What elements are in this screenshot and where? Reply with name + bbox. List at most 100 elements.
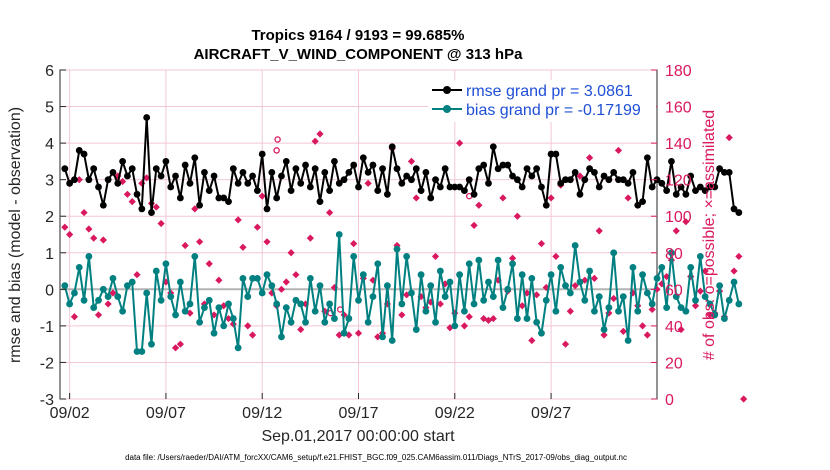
rmse-point [624,179,632,187]
y-right-tick-label: 20 [665,355,683,372]
rmse-point [581,176,589,184]
obs-count-marker [740,395,748,403]
obs-count-marker [610,294,618,303]
bias-point [436,267,444,275]
rmse-point [441,165,449,173]
rmse-point [730,205,738,213]
bias-point [229,315,237,322]
rmse-point [95,183,102,191]
bias-point [157,296,165,304]
bias-point [148,340,155,348]
bias-point [335,231,343,238]
bias-point [99,285,107,293]
obs-count-marker [605,309,613,317]
rmse-point [316,198,324,206]
bias-point [104,293,112,301]
bias-point [730,278,738,286]
obs-count-marker [701,267,709,275]
bias-point [619,293,627,301]
bias-point [369,293,377,301]
rmse-point [398,179,406,187]
bias-point [417,271,425,279]
rmse-point [600,172,608,180]
bias-point [220,322,228,330]
y-tick-label: 3 [45,173,54,190]
rmse-point [557,179,565,187]
y-tick-label: 5 [45,100,54,117]
rmse-point [90,165,98,173]
rmse-point [619,176,627,184]
obs-count-marker [398,311,406,319]
rmse-point [201,168,208,176]
obs-count-marker [431,252,440,261]
y-right-tick-label: 60 [665,282,683,299]
obs-count-marker [735,252,743,261]
bias-point [114,293,122,301]
bias-point [210,329,218,337]
bias-point [542,296,550,304]
rmse-point [374,187,382,195]
obs-count-marker [301,300,310,308]
rmse-point [85,176,93,184]
y-right-tick-label: 120 [665,173,692,190]
obs-count-marker [518,302,526,310]
rmse-point [326,187,334,195]
bias-point [66,300,74,308]
obs-count-marker [350,240,358,248]
rmse-point [485,179,492,187]
rmse-point [668,157,675,165]
legend: rmse grand pr = 3.0861 bias grand pr = -… [428,80,656,122]
bias-point [595,293,603,301]
rmse-point [186,179,194,187]
obs-count-marker [600,331,608,339]
obs-count-marker [561,340,570,348]
bias-point [725,296,733,304]
obs-count-marker [157,219,165,228]
bias-point [393,245,401,253]
bias-point [600,326,608,333]
rmse-point [528,172,536,180]
obs-count-marker [552,252,560,261]
bias-point [562,282,569,290]
rmse-point [417,187,425,195]
bias-point [408,289,415,297]
obs-count-marker [196,238,204,246]
rmse-point [461,187,468,195]
rmse-point [138,205,146,213]
bias-point [509,260,516,268]
obs-count-marker [619,327,627,335]
bias-point [513,315,521,322]
bias-point [629,264,637,271]
obs-count-marker [316,130,324,138]
bias-point [721,315,728,322]
bias-point [465,260,473,268]
rmse-point [80,150,88,158]
rmse-point [494,165,502,173]
obs-count-marker [80,208,88,217]
bias-point [172,311,179,319]
rmse-point [71,176,78,184]
rmse-point [383,190,391,198]
rmse-point [181,161,189,169]
rmse-point [109,168,117,176]
y-tick-label: 6 [45,63,54,80]
rmse-point [547,150,555,158]
rmse-point [701,187,709,195]
obs-possible-marker [274,136,281,143]
y-tick-label: -2 [40,355,54,372]
rmse-point [273,194,281,202]
obs-count-marker [624,194,632,202]
bias-point [586,267,593,275]
chart-title-line-2: AIRCRAFT_V_WIND_COMPONENT @ 313 hPa [194,46,524,63]
obs-count-marker [547,194,555,202]
y-right-tick-label: 100 [665,209,692,226]
bias-point [566,289,574,297]
bias-point [634,307,642,315]
rmse-point [335,179,343,187]
y-right-tick-label: 80 [665,246,683,263]
obs-count-marker [456,139,464,147]
bias-point [167,293,175,301]
y-right-tick-label: 40 [665,319,683,336]
obs-count-marker [542,283,550,292]
rmse-point [643,154,651,162]
